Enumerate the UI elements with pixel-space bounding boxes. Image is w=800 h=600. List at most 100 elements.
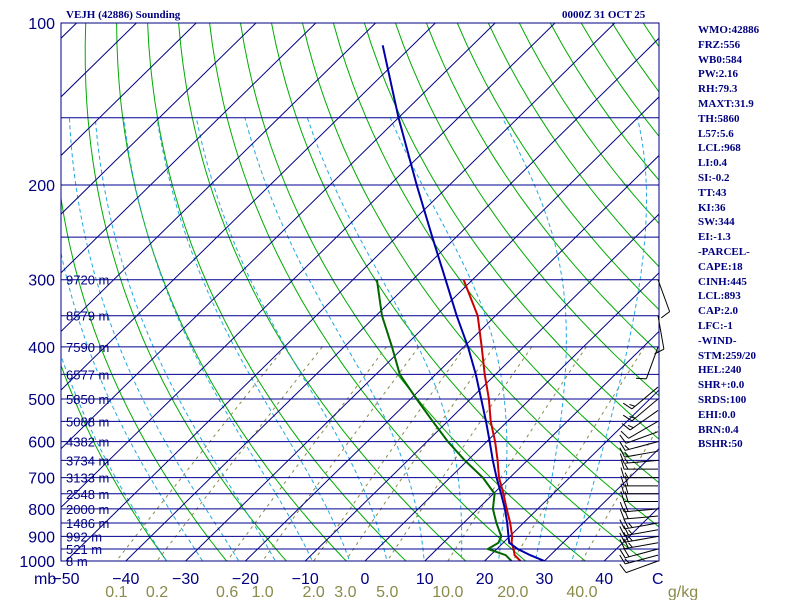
height-label: 1486 m (66, 516, 109, 531)
wind-barb-flag (660, 311, 670, 319)
isotherm (245, 154, 659, 561)
mixing-ratio-tick: 40.0 (566, 584, 597, 600)
wind-barb-flag (619, 509, 625, 520)
wind-barb-flag (619, 434, 627, 444)
moist-adiabat (195, 117, 388, 561)
dry-adiabat (767, 23, 800, 572)
stat-item: SHR+:0.0 (698, 379, 745, 392)
stat-item: LCL:968 (698, 142, 741, 155)
stat-item: CAPE:18 (698, 260, 743, 273)
wind-barb (657, 279, 671, 319)
wind-barb-flag (619, 501, 625, 513)
pressure-label: 600 (28, 435, 55, 452)
temperature-unit: C (652, 571, 664, 588)
wind-barb-shaft (628, 420, 659, 439)
dry-adiabat (240, 23, 587, 561)
height-label: 2000 m (66, 502, 109, 517)
wind-barb (622, 398, 659, 422)
stat-item: CINH:445 (698, 275, 747, 288)
mixing-ratio-line (115, 346, 286, 561)
dry-adiabat (84, 23, 288, 561)
wind-barb-flag (621, 423, 631, 431)
height-label: 992 m (66, 529, 102, 544)
mixing-ratio-line (581, 425, 659, 561)
height-label: 2548 m (66, 487, 109, 502)
plot-frame (60, 22, 660, 562)
height-label: 6577 m (66, 367, 109, 382)
stat-item: SW:344 (698, 216, 735, 229)
wind-barb-flag (619, 453, 625, 464)
stat-item: LI:0.4 (698, 157, 728, 170)
stat-item: -WIND- (698, 334, 737, 347)
temperature-tick: −10 (292, 571, 319, 588)
mixing-ratio-line (156, 346, 323, 561)
wind-barb-shaft (625, 560, 659, 574)
wind-barb-flag (624, 472, 629, 478)
wind-barb-shaft (624, 522, 659, 530)
wind-barb-flag (623, 547, 630, 558)
pressure-label: 900 (28, 529, 55, 546)
height-label: 8 m (66, 554, 88, 569)
wind-barb (619, 518, 659, 530)
wind-barb (620, 483, 658, 495)
wind-barb-flag (623, 532, 629, 542)
wind-barb-flag (619, 447, 625, 458)
wind-barb-shaft (624, 529, 659, 537)
temperature-tick: 0 (361, 571, 370, 588)
wind-barb-shaft (631, 386, 659, 410)
wind-barb-flag (620, 491, 625, 502)
stats-panel: WMO:42886 FRZ:556 WB0:584 PW:2.16 RH:79.3 MAX… (698, 23, 759, 452)
wind-barb-shaft (624, 459, 659, 464)
mixing-ratio-tick: 5.0 (376, 584, 398, 600)
mixing-ratio-line (386, 346, 533, 561)
wind-barb (621, 410, 659, 431)
wind-barb (619, 453, 659, 464)
temperature-tick: −50 (52, 571, 79, 588)
wind-barb-shaft (624, 515, 659, 520)
wind-barb (619, 431, 659, 444)
wind-barb-flag (624, 463, 629, 470)
height-label: 7590 m (66, 340, 109, 355)
wind-barb (620, 491, 658, 502)
wind-barb-shaft (631, 398, 659, 422)
wind-barb-shaft (657, 279, 671, 312)
wind-barb (620, 459, 658, 470)
wind-barb (619, 560, 659, 574)
wind-barb (620, 467, 658, 479)
moist-adiabat (571, 117, 647, 561)
wind-barb-flag (623, 508, 629, 519)
wind-barb-flag (620, 475, 625, 487)
stat-item: MAXT:31.9 (698, 97, 754, 110)
wind-barb (619, 501, 659, 513)
mixing-ratio-line (313, 346, 466, 561)
wind-barb-flag (619, 526, 625, 536)
mixing-ratio-line (226, 346, 387, 561)
wind-barb-flag (619, 519, 625, 530)
dry-adiabat (394, 23, 659, 397)
isotherm (185, 96, 659, 561)
wind-barb-flag (629, 403, 636, 407)
temperature-tick: −30 (172, 571, 199, 588)
dry-adiabat (425, 23, 659, 354)
chart-title: VEJH (42886) Sounding (66, 9, 181, 21)
wind-barb (619, 447, 659, 458)
wind-barb-flag (620, 430, 629, 439)
stat-item: RH:79.3 (698, 83, 738, 96)
wind-barb (619, 532, 659, 543)
mixing-ratio-line (512, 346, 645, 561)
pressure-label: 200 (28, 178, 55, 195)
temperature-tick: 20 (476, 571, 494, 588)
wind-barbs (619, 279, 671, 574)
moist-adiabat (244, 117, 425, 561)
wind-barb-flag (624, 491, 629, 502)
wind-barb-flag (628, 529, 633, 535)
isotherm (61, 23, 556, 508)
wind-barb-flag (619, 554, 626, 565)
temperature-tick: −20 (232, 571, 259, 588)
stat-item: EHI:0.0 (698, 408, 736, 421)
height-label: 8579 m (66, 309, 109, 324)
dry-adiabat (116, 23, 347, 561)
mixing-ratio-line (447, 346, 587, 561)
wind-barb-flag (623, 525, 629, 536)
height-label: 5088 m (66, 414, 109, 429)
